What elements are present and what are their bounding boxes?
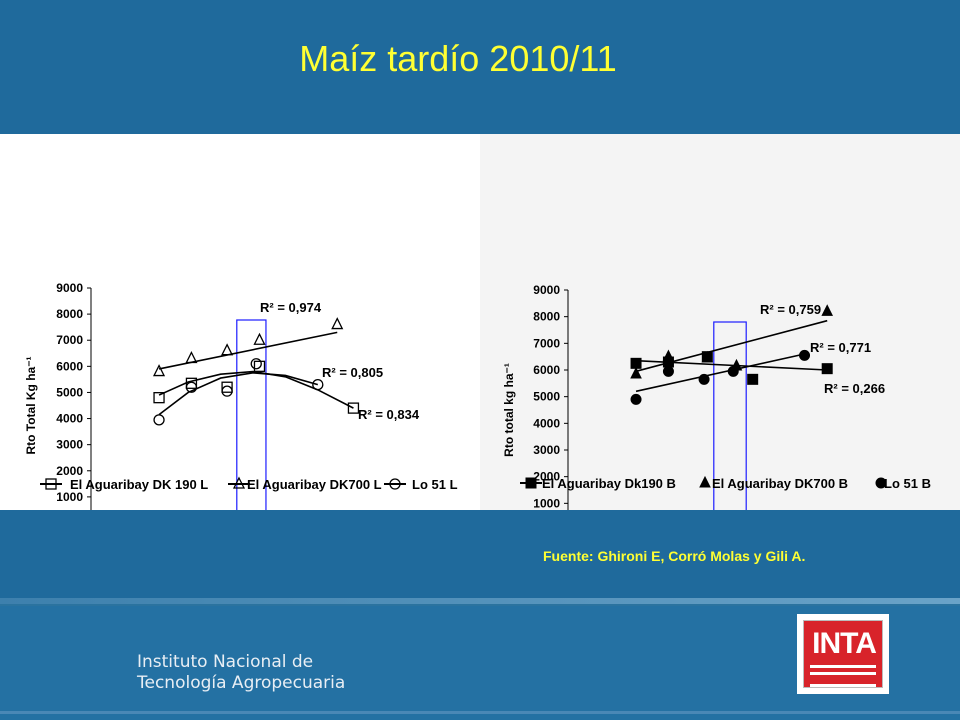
trendline xyxy=(635,353,805,393)
y-tick-label: 4000 xyxy=(56,412,83,426)
y-tick-label: 3000 xyxy=(533,443,560,457)
data-point xyxy=(331,317,344,330)
data-point xyxy=(727,365,739,377)
legend-entry: El Aguaribay DK700 L xyxy=(228,476,382,492)
trendline xyxy=(158,331,338,370)
data-point xyxy=(221,343,234,356)
legend-label: El Aguaribay DK700 B xyxy=(712,476,848,491)
data-point xyxy=(821,304,834,316)
y-tick-label: 5000 xyxy=(533,390,560,404)
data-point xyxy=(821,363,833,375)
r2-label: R² = 0,266 xyxy=(824,381,885,396)
series-2: R² = 0,759 xyxy=(630,302,834,379)
data-point xyxy=(662,349,675,362)
legend-marker xyxy=(525,477,537,489)
r2-label: R² = 0,805 xyxy=(322,365,383,380)
legend-entry: El Aguaribay Dk190 B xyxy=(520,476,676,491)
trendline xyxy=(158,372,319,416)
y-tick-label: 5000 xyxy=(56,385,83,399)
chart-left: 0100020003000400050006000700080009000020… xyxy=(0,134,480,510)
y-tick-label: 4000 xyxy=(533,416,560,430)
r2-label: R² = 0,759 xyxy=(760,302,821,317)
y-tick-label: 8000 xyxy=(533,310,560,324)
data-point xyxy=(221,381,233,393)
chart-left-svg: 0100020003000400050006000700080009000020… xyxy=(24,281,458,510)
series-3: R² = 0,805 xyxy=(153,358,383,426)
data-point xyxy=(747,373,759,385)
data-point xyxy=(701,350,714,363)
y-tick-label: 6000 xyxy=(56,359,83,373)
series-3: R² = 0,771 xyxy=(630,340,871,405)
data-point xyxy=(799,349,811,361)
source-citation: Fuente: Ghironi E, Corró Molas y Gili A. xyxy=(543,548,806,564)
y-axis-label: Rto Total Kg ha⁻¹ xyxy=(24,356,38,454)
inta-logo-stripes xyxy=(810,665,876,687)
data-point xyxy=(185,381,198,393)
chart-right-svg: 0100020003000400050006000700080009000020… xyxy=(502,283,931,510)
inta-logo-text: INTA xyxy=(812,627,877,660)
data-point xyxy=(253,360,266,372)
y-tick-label: 1000 xyxy=(533,496,560,510)
y-tick-label: 3000 xyxy=(56,438,83,452)
legend-entry: El Aguaribay DK 190 L xyxy=(40,477,208,492)
footer-line xyxy=(0,711,960,714)
data-point xyxy=(630,366,642,379)
data-point xyxy=(347,402,360,414)
data-point xyxy=(662,365,674,377)
institution-name: Instituto Nacional de Tecnología Agropec… xyxy=(137,652,345,694)
highlight-box xyxy=(236,319,267,510)
data-point xyxy=(185,377,198,389)
y-tick-label: 1000 xyxy=(56,490,83,504)
legend-entry: El Aguaribay DK700 B xyxy=(699,475,848,491)
data-point xyxy=(630,393,642,405)
y-tick-label: 2000 xyxy=(533,470,560,484)
legend-label: Lo 51 B xyxy=(884,476,931,491)
y-tick-label: 2000 xyxy=(56,464,83,478)
legend-entry: Lo 51 L xyxy=(384,477,458,492)
y-tick-label: 7000 xyxy=(56,333,83,347)
data-point xyxy=(250,358,262,370)
r2-label: R² = 0,974 xyxy=(260,300,322,315)
data-point xyxy=(253,332,266,345)
slide-title: Maíz tardío 2010/11 xyxy=(299,38,617,79)
legend-label: El Aguaribay DK 190 L xyxy=(70,477,208,492)
y-tick-label: 9000 xyxy=(533,283,560,297)
highlight-box xyxy=(713,321,747,510)
legend-marker xyxy=(389,478,401,490)
legend-label: El Aguaribay DK700 L xyxy=(247,477,382,492)
r2-label: R² = 0,834 xyxy=(358,407,420,422)
y-tick-label: 6000 xyxy=(533,363,560,377)
legend-marker xyxy=(875,477,887,489)
legend-entry: Lo 51 B xyxy=(875,476,931,491)
y-tick-label: 7000 xyxy=(533,336,560,350)
decorative-stripe-thin xyxy=(0,604,960,606)
data-point xyxy=(312,378,324,391)
institution-line-2: Tecnología Agropecuaria xyxy=(137,673,346,693)
data-point xyxy=(153,414,165,426)
r2-label: R² = 0,771 xyxy=(810,340,871,355)
trendline xyxy=(635,319,828,373)
legend-marker xyxy=(699,475,711,488)
inta-logo: INTA xyxy=(797,614,889,694)
institution-line-1: Instituto Nacional de xyxy=(137,652,314,672)
data-point xyxy=(698,373,710,385)
chart-right: 0100020003000400050006000700080009000020… xyxy=(480,134,960,510)
legend-marker xyxy=(45,478,57,490)
legend-label: Lo 51 L xyxy=(412,477,458,492)
inta-logo-badge: INTA xyxy=(803,620,883,688)
y-tick-label: 8000 xyxy=(56,307,83,321)
data-point xyxy=(221,385,233,397)
data-point xyxy=(153,392,165,404)
legend-label: El Aguaribay Dk190 B xyxy=(542,476,676,491)
legend-marker xyxy=(232,476,246,489)
series-2: R² = 0,974 xyxy=(152,300,344,377)
data-point xyxy=(630,357,642,369)
data-point xyxy=(152,364,166,377)
y-axis-label: Rto total kg ha⁻¹ xyxy=(502,363,516,457)
y-tick-label: 9000 xyxy=(56,281,83,295)
data-point xyxy=(185,351,198,364)
decorative-stripe xyxy=(0,598,960,604)
